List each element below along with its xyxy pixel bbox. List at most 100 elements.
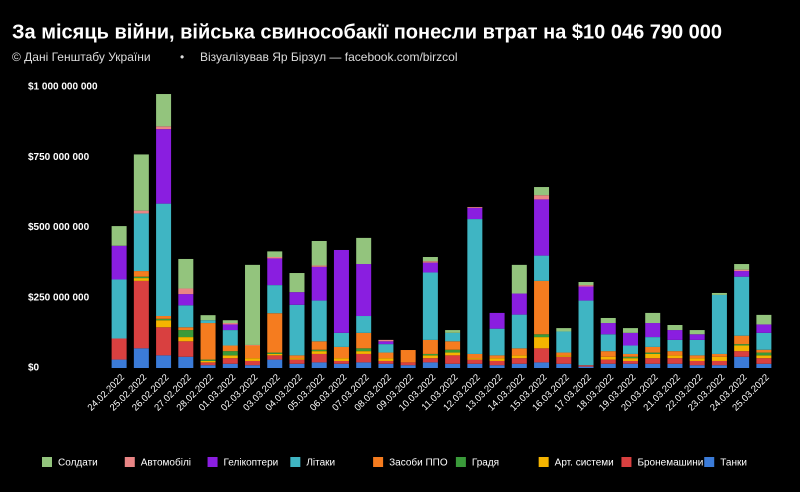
separator: •	[180, 50, 184, 64]
bar-segment	[222, 345, 238, 352]
bar-segment	[200, 362, 216, 366]
credit: Візуалізував Яр Бірзул — facebook.com/bi…	[200, 50, 457, 64]
bar-segment	[245, 358, 261, 361]
bar-segment	[756, 352, 772, 356]
bar-segment	[267, 352, 283, 354]
y-tick-label: $500 000 000	[28, 222, 90, 233]
bar-segment	[267, 251, 283, 258]
bar-segment	[222, 323, 238, 325]
bar-segment	[734, 345, 750, 352]
bar-segment	[756, 332, 772, 350]
bar-segment	[400, 365, 416, 368]
bar-segment	[534, 362, 550, 368]
bar-segment	[711, 360, 727, 366]
bar-segment	[534, 187, 550, 196]
bar-segment	[222, 363, 238, 368]
bar-segment	[756, 324, 772, 333]
bar-segment	[156, 316, 172, 319]
bar-segment	[689, 355, 705, 359]
bar-segment	[445, 330, 461, 333]
bar-segment	[378, 363, 394, 368]
bar-segment	[245, 360, 261, 366]
bar-segment	[200, 315, 216, 321]
bar-segment	[667, 330, 683, 340]
bar-segment	[667, 358, 683, 364]
bar-segment	[600, 359, 616, 364]
bar-segment	[734, 271, 750, 277]
bar-segment	[267, 285, 283, 314]
legend-swatch	[621, 457, 632, 467]
bar-segment	[711, 292, 727, 295]
bar-segment	[422, 362, 438, 368]
bar-segment	[534, 255, 550, 281]
bar-segment	[333, 346, 349, 359]
bar-segment	[289, 358, 305, 360]
bar-segment	[133, 348, 149, 368]
bar-segment	[178, 356, 194, 368]
bar-segment	[489, 328, 505, 356]
legend-label: Літаки	[306, 458, 335, 469]
bar-segment	[734, 269, 750, 272]
bar-segment	[222, 324, 238, 331]
bar-segment	[378, 341, 394, 345]
bar-segment	[689, 334, 705, 340]
bar-segment	[489, 358, 505, 361]
bar-segment	[267, 353, 283, 356]
bar-segment	[133, 271, 149, 277]
source: © Дані Генштабу України	[12, 50, 151, 64]
bar-segment	[556, 331, 572, 353]
bar-segment	[667, 355, 683, 359]
bar-segment	[511, 355, 527, 359]
legend-label: Арт. системи	[555, 458, 614, 469]
bar-segment	[356, 264, 372, 317]
bar-segment	[311, 265, 327, 267]
bar-segment	[667, 351, 683, 356]
bar-segment	[622, 363, 638, 368]
bar-segment	[200, 320, 216, 324]
bar-segment	[734, 351, 750, 357]
bar-segment	[222, 330, 238, 346]
legend-label: Бронемашини	[637, 458, 703, 469]
bar-segment	[622, 332, 638, 346]
bar-segment	[133, 278, 149, 281]
bar-segment	[422, 257, 438, 262]
bar-segment	[622, 345, 638, 354]
bar-segment	[578, 366, 594, 368]
bar-segment	[467, 358, 483, 360]
bar-segment	[689, 360, 705, 366]
bar-segment	[178, 327, 194, 331]
bar-segment	[600, 317, 616, 324]
bar-segment	[511, 264, 527, 294]
bar-segment	[356, 237, 372, 265]
bar-segment	[289, 359, 305, 364]
bar-segment	[622, 356, 638, 359]
bar-segment	[578, 365, 594, 367]
bar-segment	[689, 358, 705, 361]
bar-segment	[245, 365, 261, 368]
bar-segment	[178, 288, 194, 295]
bar-segment	[467, 206, 483, 208]
bar-segment	[200, 365, 216, 368]
bar-segment	[356, 316, 372, 333]
bar-segment	[534, 280, 550, 335]
bar-segment	[156, 318, 172, 321]
bar-segment	[467, 363, 483, 368]
bar-segment	[422, 358, 438, 363]
bar-segment	[356, 362, 372, 368]
bar-segment	[622, 358, 638, 361]
bar-segment	[378, 344, 394, 353]
bar-segment	[156, 327, 172, 356]
bar-segment	[311, 349, 327, 352]
bar-segment	[333, 249, 349, 333]
bar-segment	[222, 355, 238, 359]
legend-swatch	[704, 457, 715, 467]
bar-segment	[445, 332, 461, 342]
bar-segment	[111, 279, 127, 339]
bar-segment	[200, 360, 216, 363]
bar-segment	[667, 325, 683, 331]
bar-segment	[756, 314, 772, 325]
bar-segment	[578, 282, 594, 286]
bar-segment	[222, 320, 238, 324]
bar-segment	[467, 353, 483, 359]
bar-segment	[311, 341, 327, 350]
